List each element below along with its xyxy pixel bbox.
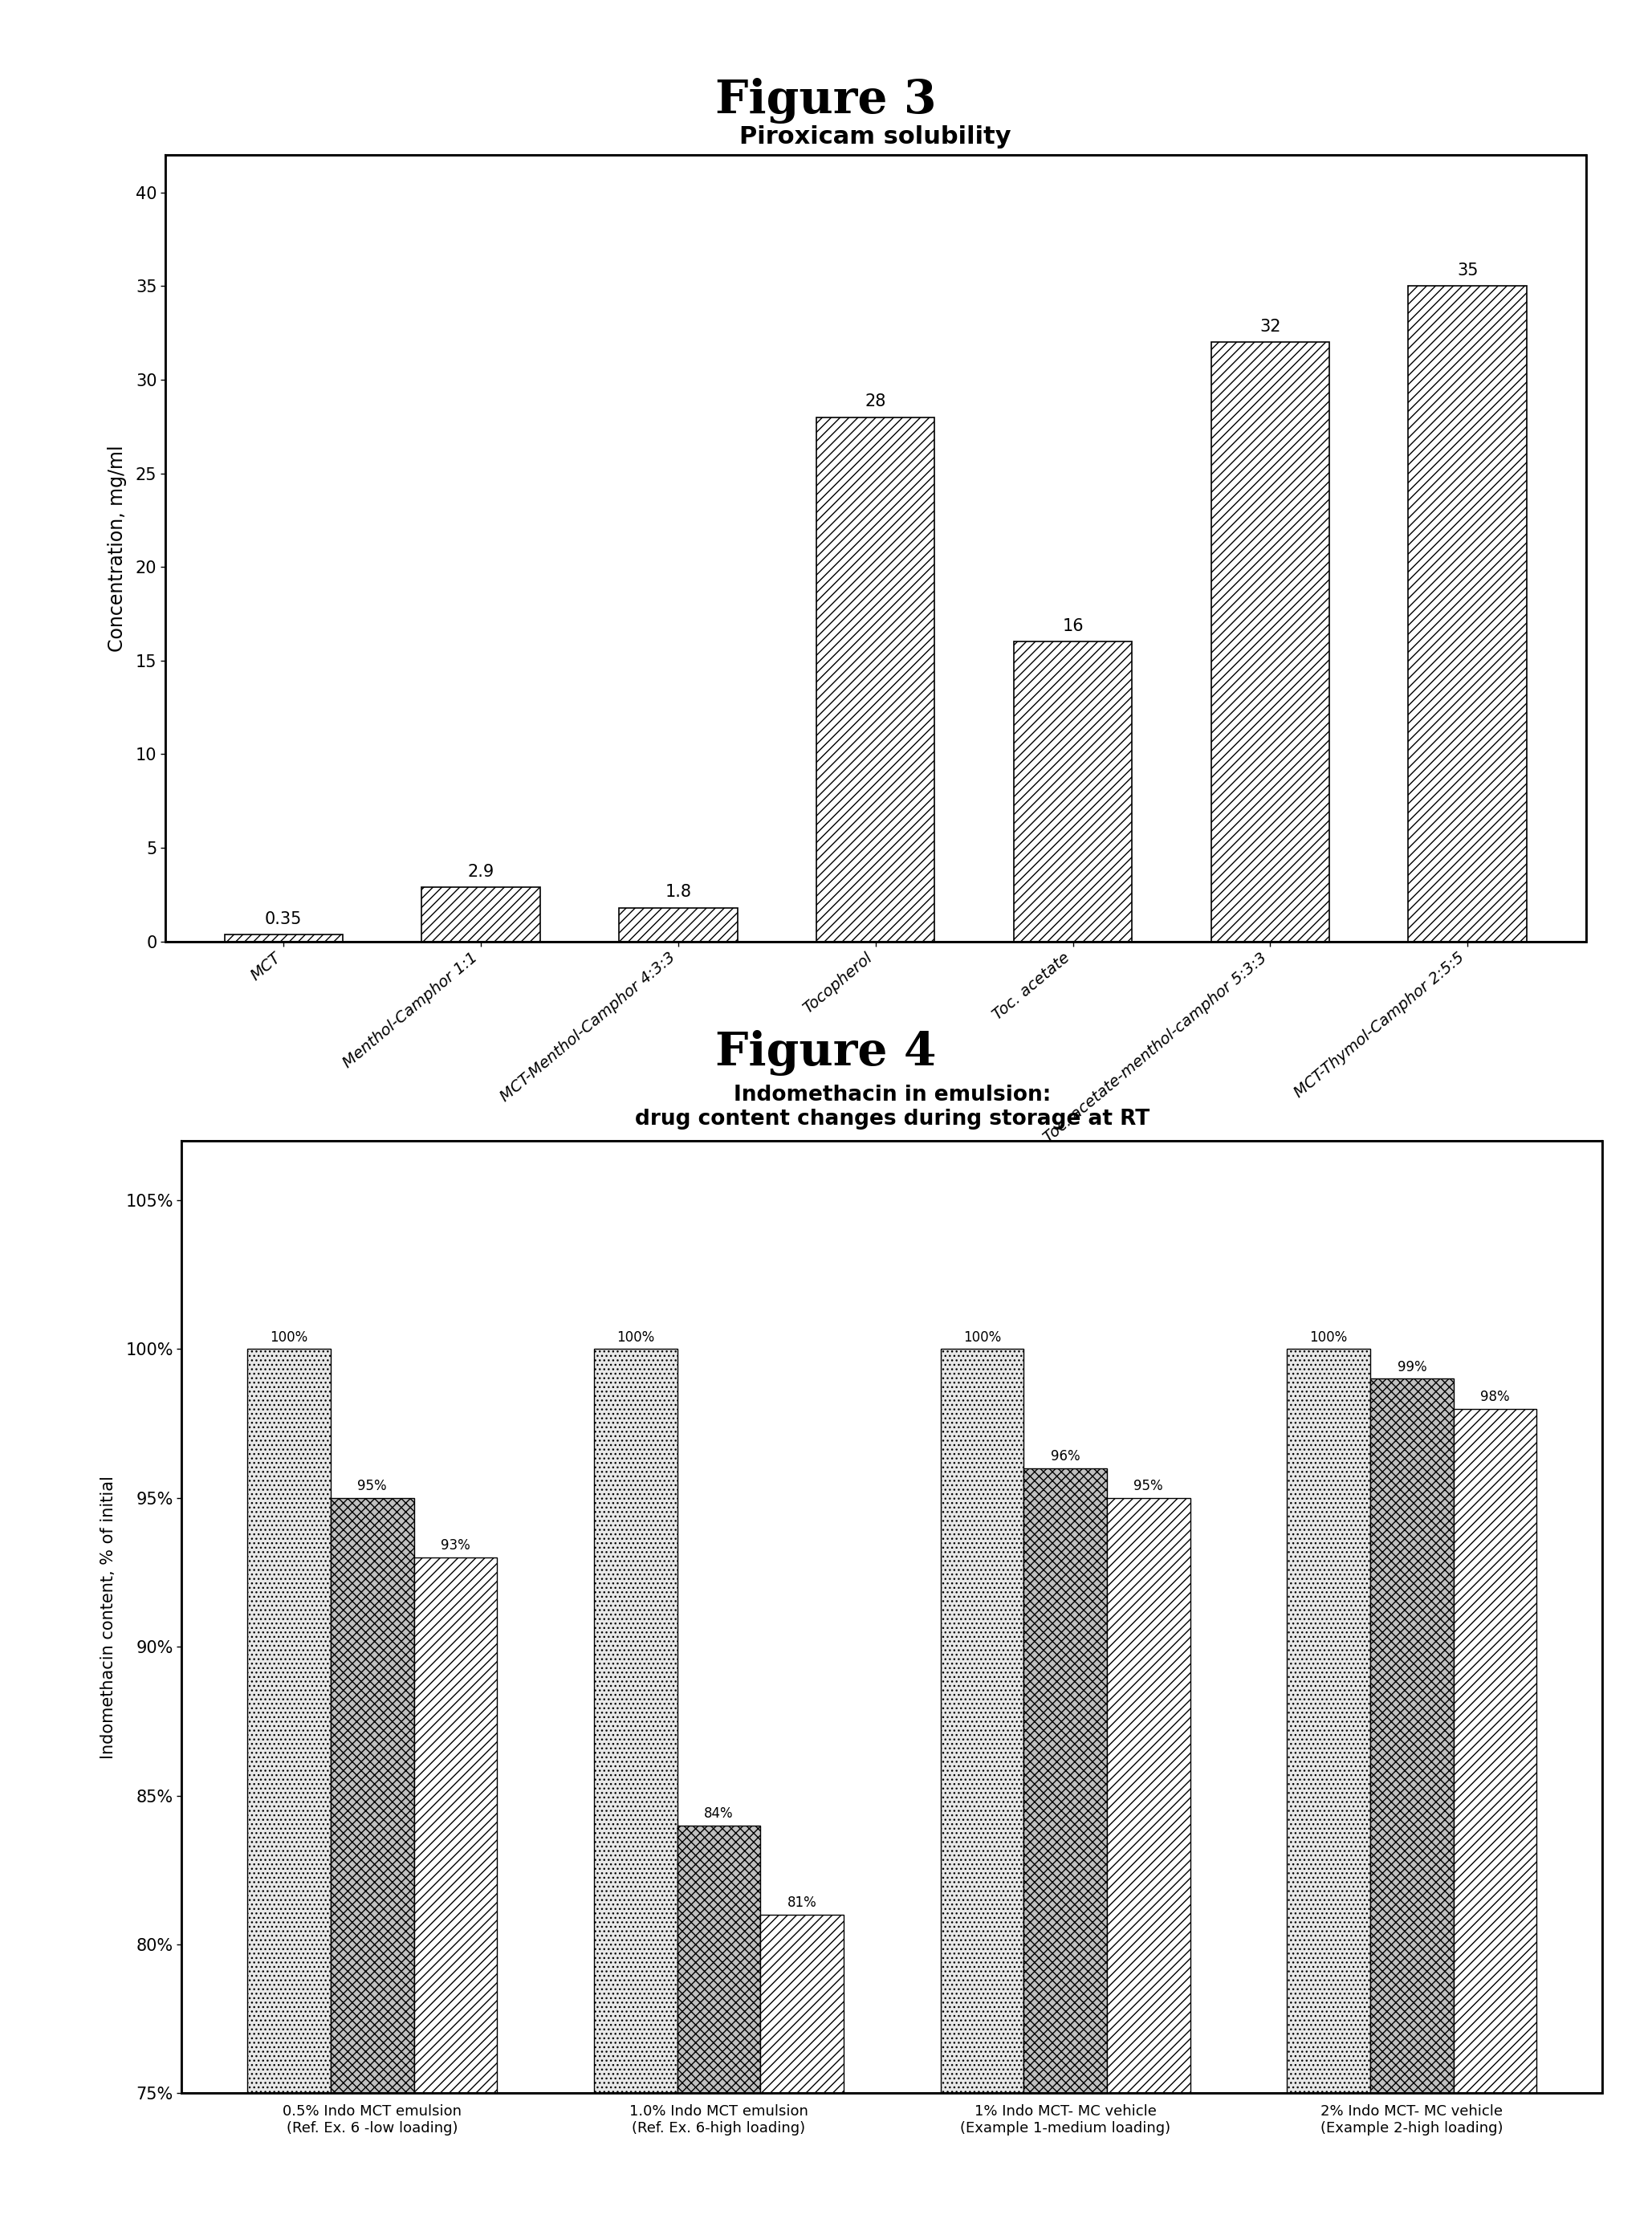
Text: 98%: 98% (1480, 1389, 1510, 1404)
Bar (1107, 1497, 1189, 2215)
Text: Figure 4: Figure 4 (715, 1030, 937, 1076)
Text: 16: 16 (1062, 618, 1084, 633)
Title: Indomethacin in emulsion:
drug content changes during storage at RT: Indomethacin in emulsion: drug content c… (634, 1085, 1150, 1130)
Bar (595, 1349, 677, 2215)
Bar (1211, 343, 1330, 941)
Text: 81%: 81% (788, 1896, 816, 1909)
Bar (620, 908, 737, 941)
Bar (225, 935, 342, 941)
Bar (1287, 1349, 1370, 2215)
Title: Piroxicam solubility: Piroxicam solubility (740, 126, 1011, 148)
Text: 99%: 99% (1398, 1360, 1427, 1373)
Y-axis label: Concentration, mg/ml: Concentration, mg/ml (107, 445, 127, 651)
Text: 95%: 95% (357, 1480, 387, 1493)
Bar (415, 1557, 497, 2215)
Text: 100%: 100% (963, 1331, 1001, 1345)
Text: 84%: 84% (704, 1807, 733, 1821)
Text: 0.35: 0.35 (264, 910, 302, 928)
Bar (677, 1825, 760, 2215)
Bar (421, 886, 540, 941)
Text: 96%: 96% (1051, 1449, 1080, 1464)
Bar (1014, 642, 1132, 941)
Bar (816, 416, 935, 941)
Text: 95%: 95% (1133, 1480, 1163, 1493)
Text: Figure 3: Figure 3 (715, 78, 937, 124)
Text: 32: 32 (1259, 319, 1280, 334)
Text: 100%: 100% (616, 1331, 654, 1345)
Bar (330, 1497, 415, 2215)
Bar (1024, 1469, 1107, 2215)
Y-axis label: Indomethacin content, % of initial: Indomethacin content, % of initial (101, 1475, 117, 1759)
Bar (940, 1349, 1024, 2215)
Text: 93%: 93% (441, 1539, 471, 1553)
Text: 28: 28 (866, 394, 885, 410)
Bar (760, 1914, 844, 2215)
Bar (1454, 1409, 1536, 2215)
Bar (1408, 286, 1526, 941)
Text: 1.8: 1.8 (666, 884, 692, 899)
Text: 2.9: 2.9 (468, 864, 494, 879)
Bar (248, 1349, 330, 2215)
Text: 100%: 100% (1310, 1331, 1348, 1345)
Text: 35: 35 (1457, 264, 1479, 279)
Text: 100%: 100% (271, 1331, 309, 1345)
Bar (1370, 1378, 1454, 2215)
